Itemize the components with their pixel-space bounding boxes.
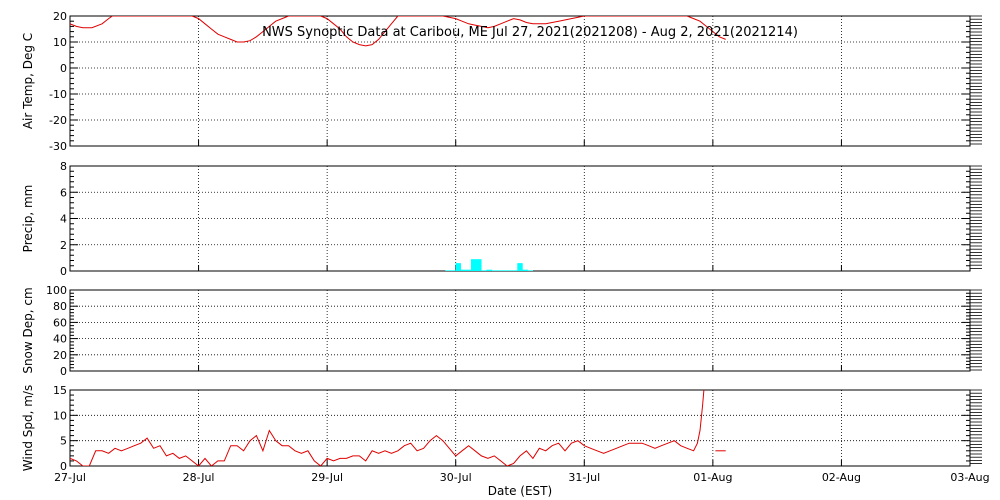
chart-panels: -30 -20 -10 0 10 20 Air Temp, Deg C 0 2 4 6 8 Precip… [21, 10, 982, 473]
precip-bar [517, 263, 523, 271]
date-tick-label: 29-Jul [311, 471, 343, 484]
date-tick-label: 31-Jul [568, 471, 600, 484]
wind-speed-panel: 0 5 10 15 Wind Spd, m/s [21, 384, 982, 473]
precip-ytick-label: 2 [60, 239, 67, 252]
air-temp-panel: -30 -20 -10 0 10 20 Air Temp, Deg C [21, 10, 982, 153]
date-axis-label: Date (EST) [488, 484, 552, 498]
precip-bar [527, 270, 533, 271]
precip-bar [445, 270, 451, 271]
snow-depth-ytick-label: 40 [53, 333, 67, 346]
precip-ytick-label: 0 [60, 265, 67, 278]
wind-speed-ytick-label: 5 [60, 435, 67, 448]
air-temp-ytick-label: 0 [60, 62, 67, 75]
chart-title: NWS Synoptic Data at Caribou, ME Jul 27,… [262, 25, 798, 40]
date-tick-label: 03-Aug [950, 471, 989, 484]
precip-bar [491, 270, 497, 271]
air-temp-series-line [70, 16, 726, 47]
date-tick-label: 01-Aug [693, 471, 732, 484]
precip-bar [465, 269, 472, 271]
date-axis: 27-Jul 28-Jul 29-Jul 30-Jul 31-Jul 01-Aug 02-A… [54, 471, 990, 484]
precip-bar [486, 269, 492, 271]
air-temp-ytick-label: -20 [49, 114, 67, 127]
air-temp-ytick-label: -10 [49, 88, 67, 101]
wind-speed-series-line [70, 390, 705, 466]
date-tick-label: 02-Aug [822, 471, 861, 484]
air-temp-ytick-label: 10 [53, 36, 67, 49]
precip-ylabel: Precip, mm [21, 185, 35, 253]
snow-depth-ylabel: Snow Dep, cm [21, 287, 35, 373]
snow-depth-ytick-label: 80 [53, 300, 67, 313]
precip-bar [481, 270, 487, 271]
wind-speed-ytick-label: 0 [60, 460, 67, 473]
precip-bar [460, 269, 467, 271]
precip-bar [507, 270, 513, 271]
wind-speed-ytick-label: 10 [53, 409, 67, 422]
snow-depth-ytick-label: 0 [60, 365, 67, 378]
precip-bar [522, 269, 528, 271]
precip-bar [476, 259, 482, 271]
precip-panel: 0 2 4 6 8 Precip, mm [21, 160, 982, 278]
snow-depth-panel: 0 20 40 60 80 100 Snow Dep, cm [21, 284, 982, 378]
precip-bar [512, 270, 518, 271]
precip-ytick-label: 4 [60, 213, 67, 226]
air-temp-ytick-label: -30 [49, 140, 67, 153]
wind-speed-ytick-label: 15 [53, 384, 67, 397]
precip-ytick-label: 6 [60, 186, 67, 199]
snow-depth-ytick-label: 60 [53, 316, 67, 329]
air-temp-ytick-label: 20 [53, 10, 67, 23]
precip-bar [471, 259, 477, 271]
wind-speed-ylabel: Wind Spd, m/s [21, 385, 35, 471]
precip-bar [501, 270, 508, 271]
air-temp-frame [69, 15, 971, 147]
date-tick-label: 30-Jul [440, 471, 472, 484]
date-tick-label: 28-Jul [183, 471, 215, 484]
snow-depth-ytick-label: 20 [53, 349, 67, 362]
precip-bar [455, 263, 461, 271]
precip-bar [450, 270, 456, 271]
date-tick-label: 27-Jul [54, 471, 86, 484]
snow-depth-frame [69, 289, 971, 372]
air-temp-ylabel: Air Temp, Deg C [21, 33, 35, 129]
precip-ytick-label: 8 [60, 160, 67, 173]
precip-bar [496, 270, 503, 271]
snow-depth-ytick-label: 100 [46, 284, 67, 297]
